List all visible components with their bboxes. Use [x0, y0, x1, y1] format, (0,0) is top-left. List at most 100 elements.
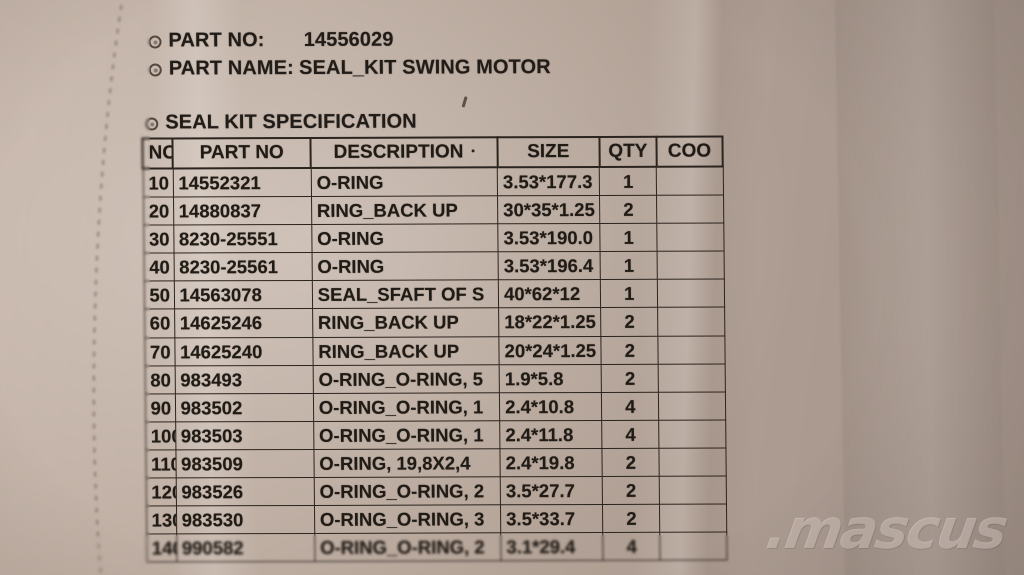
cell-size: 2.4*19.8 [500, 448, 603, 477]
cell-no: 80 [144, 365, 175, 394]
table-row: 50 14563078 SEAL_SFAFT OF S 40*62*12 1 [143, 279, 725, 310]
part-no-colon: : [257, 29, 265, 52]
seal-kit-specification-table: NO PART NO DESCRIPTION SIZE QTY COO 10 14… [141, 136, 727, 563]
column-header-size: SIZE [497, 136, 600, 168]
cell-part-no: 983503 [175, 421, 314, 450]
column-header-description-text: DESCRIPTION [333, 141, 464, 163]
cell-description: O-RING_O-RING, 1 [313, 392, 500, 422]
cell-part-no: 8230-25551 [173, 224, 312, 254]
cell-size: 3.53*177.3 [497, 166, 600, 196]
cell-part-no: 14625240 [174, 337, 313, 366]
cell-size: 3.5*33.7 [500, 504, 604, 534]
cell-no: 20 [143, 197, 174, 226]
cell-qty: 1 [600, 251, 658, 280]
table-row: 110 983509 O-RING, 19,8X2,4 2.4*19.8 2 [145, 447, 726, 479]
column-header-description: DESCRIPTION [310, 137, 498, 168]
cell-no: 90 [144, 393, 176, 422]
cell-description: RING_BACK UP [312, 336, 500, 366]
cell-part-no: 14625246 [174, 308, 313, 338]
cell-part-no: 14552321 [172, 167, 312, 198]
cell-coo [657, 279, 725, 308]
column-header-qty: QTY [599, 136, 657, 167]
cell-part-no: 14880837 [173, 196, 312, 226]
cell-qty: 4 [603, 532, 661, 561]
cell-qty: 2 [602, 504, 661, 533]
cell-part-no: 983526 [175, 477, 315, 507]
cell-no: 70 [144, 337, 175, 366]
part-no-label: PART NO [168, 29, 258, 52]
cell-part-no: 983509 [175, 449, 314, 478]
cell-coo [658, 391, 726, 421]
cell-description: O-RING_O-RING, 3 [314, 504, 501, 534]
cell-size: 30*35*1.25 [497, 195, 601, 224]
ink-fleck [461, 96, 468, 108]
cell-qty: 2 [599, 195, 658, 224]
cell-no: 60 [144, 309, 175, 338]
table-row: 60 14625246 RING_BACK UP 18*22*1.25 2 [144, 307, 725, 338]
cell-coo [657, 223, 724, 252]
cell-qty: 1 [599, 166, 657, 196]
cell-no: 10 [142, 168, 174, 198]
table-row: 10 14552321 O-RING 3.53*177.3 1 [142, 166, 724, 198]
table-body: 10 14552321 O-RING 3.53*177.3 1 20 14880837 RIN… [142, 166, 727, 563]
part-name-colon: : [286, 57, 294, 80]
cell-coo [656, 166, 724, 196]
cell-part-no: 983493 [174, 365, 314, 394]
column-header-no: NO [142, 138, 173, 169]
cell-no: 140 [146, 534, 177, 563]
cell-qty: 1 [600, 279, 658, 308]
part-no-line: PART NO : 14556029 [148, 28, 394, 53]
cell-no: 130 [145, 506, 177, 535]
cell-size: 3.1*29.4 [500, 532, 604, 562]
table-row: 120 983526 O-RING_O-RING, 2 3.5*27.7 2 [145, 476, 726, 507]
description-dot-mark [471, 149, 475, 153]
cell-qty: 2 [600, 307, 659, 337]
cell-qty: 2 [601, 335, 659, 365]
table-row: 130 983530 O-RING_O-RING, 3 3.5*33.7 2 [145, 504, 727, 535]
cell-qty: 2 [602, 448, 660, 477]
cell-part-no: 14563078 [173, 280, 313, 310]
cell-size: 3.53*196.4 [498, 251, 601, 281]
cell-description: O-RING_O-RING, 1 [313, 420, 501, 450]
cell-no: 50 [143, 281, 175, 310]
table-row: 100 983503 O-RING_O-RING, 1 2.4*11.8 4 [145, 419, 726, 450]
cell-part-no: 983530 [176, 505, 315, 535]
table-row: 70 14625240 RING_BACK UP 20*24*1.25 2 [144, 335, 725, 366]
ring-bullet-icon [148, 35, 162, 49]
cell-description: SEAL_SFAFT OF S [312, 280, 499, 309]
cell-description: O-RING [311, 252, 499, 281]
table-row: 80 983493 O-RING_O-RING, 5 1.9*5.8 2 [144, 363, 725, 394]
part-name-value: SEAL_KIT SWING MOTOR [298, 56, 551, 80]
cell-description: O-RING_O-RING, 5 [312, 364, 500, 394]
cell-description: RING_BACK UP [311, 195, 498, 225]
cell-size: 3.5*27.7 [500, 476, 603, 505]
cell-no: 100 [145, 421, 176, 450]
cell-qty: 1 [600, 223, 658, 252]
cell-description: O-RING [311, 167, 498, 197]
cell-coo [659, 504, 727, 533]
cell-size: 40*62*12 [498, 279, 601, 309]
table-row: 40 8230-25561 O-RING 3.53*196.4 1 [143, 251, 724, 282]
cell-coo [658, 335, 725, 364]
column-header-part-no: PART NO [172, 137, 312, 169]
cell-no: 40 [143, 253, 174, 282]
cell-qty: 4 [601, 420, 660, 449]
cell-size: 2.4*10.8 [499, 392, 602, 421]
cell-coo [659, 419, 726, 449]
cell-description: O-RING_O-RING, 2 [314, 533, 502, 562]
cell-part-no: 983502 [174, 393, 314, 422]
cell-no: 120 [145, 477, 177, 507]
table-row: 90 983502 O-RING_O-RING, 1 2.4*10.8 4 [144, 391, 726, 422]
cell-coo [659, 447, 726, 477]
table-row: 140 990582 O-RING_O-RING, 2 3.1*29.4 4 [146, 532, 727, 563]
cell-size: 3.53*190.0 [497, 223, 601, 253]
cell-size: 20*24*1.25 [498, 336, 602, 365]
part-name-line: PART NAME : SEAL_KIT SWING MOTOR [148, 56, 551, 80]
part-no-value: 14556029 [303, 28, 394, 51]
cell-coo [656, 195, 724, 224]
cell-size: 2.4*11.8 [499, 420, 603, 449]
section-title: SEAL KIT SPECIFICATION [145, 111, 417, 135]
ring-bullet-icon [145, 117, 159, 131]
table-header-row: NO PART NO DESCRIPTION SIZE QTY COO [142, 136, 723, 169]
